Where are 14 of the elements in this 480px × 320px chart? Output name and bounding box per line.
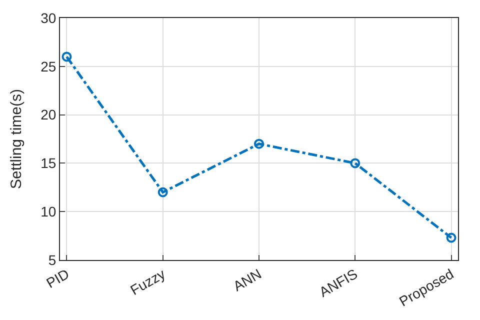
y-tick-label: 30: [40, 10, 56, 26]
x-tick-label: PID: [44, 266, 72, 292]
y-tick-label: 25: [40, 58, 56, 74]
point: [254, 138, 264, 149]
y-tick-label: 5: [48, 252, 56, 268]
x-tick-label: ANN: [230, 266, 264, 294]
y-tick-label: 15: [40, 155, 56, 172]
point: [446, 232, 456, 243]
y-tick-label: 10: [40, 204, 56, 220]
y-axis-title: Settling time(s): [8, 88, 25, 190]
point: [350, 158, 360, 168]
point: [158, 187, 168, 198]
point: [62, 52, 72, 62]
y-tick-label: 20: [40, 106, 56, 123]
